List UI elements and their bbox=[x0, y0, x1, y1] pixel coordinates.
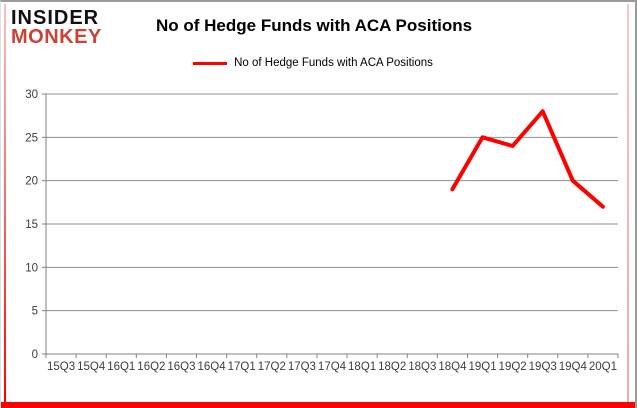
x-tick-label: 18Q3 bbox=[408, 361, 436, 373]
y-tick-label: 10 bbox=[25, 262, 38, 274]
chart-title: No of Hedge Funds with ACA Positions bbox=[156, 16, 473, 35]
x-tick-label: 19Q3 bbox=[529, 361, 557, 373]
x-tick-label: 15Q3 bbox=[47, 361, 75, 373]
x-tick-label: 18Q4 bbox=[438, 361, 467, 373]
x-tick-label: 15Q4 bbox=[77, 361, 106, 373]
logo-insider-text: INSIDER bbox=[11, 7, 100, 29]
red-frame-right bbox=[627, 4, 629, 402]
x-tick-label: 17Q2 bbox=[258, 361, 286, 373]
y-tick-label: 20 bbox=[25, 176, 38, 188]
legend-line-swatch bbox=[193, 61, 228, 65]
x-tick-label: 16Q3 bbox=[167, 361, 195, 373]
x-tick-label: 19Q2 bbox=[499, 361, 527, 373]
x-tick-label: 18Q1 bbox=[348, 361, 376, 373]
red-frame-bottom bbox=[1, 402, 635, 408]
x-tick-label: 19Q1 bbox=[468, 361, 496, 373]
insider-monkey-logo: INSIDER MONKEY bbox=[11, 7, 102, 48]
x-tick-label: 17Q3 bbox=[288, 361, 316, 373]
y-tick-label: 15 bbox=[25, 219, 38, 231]
logo-monkey-text: MONKEY bbox=[11, 26, 102, 48]
x-tick-label: 18Q2 bbox=[378, 361, 406, 373]
x-tick-label: 20Q1 bbox=[589, 361, 617, 373]
y-tick-label: 0 bbox=[32, 349, 38, 361]
x-tick-label: 16Q1 bbox=[107, 361, 135, 373]
y-tick-label: 30 bbox=[25, 89, 38, 101]
series-line bbox=[450, 109, 605, 209]
x-tick-label: 17Q1 bbox=[228, 361, 256, 373]
x-tick-label: 16Q2 bbox=[137, 361, 165, 373]
legend-label: No of Hedge Funds with ACA Positions bbox=[234, 57, 433, 69]
x-tick-label: 17Q4 bbox=[318, 361, 347, 373]
x-tick-label: 16Q4 bbox=[198, 361, 227, 373]
legend: No of Hedge Funds with ACA Positions bbox=[1, 57, 625, 69]
x-tick-label: 19Q4 bbox=[559, 361, 588, 373]
y-tick-label: 5 bbox=[32, 306, 38, 318]
y-tick-label: 25 bbox=[25, 132, 38, 144]
red-frame-left bbox=[4, 4, 6, 402]
